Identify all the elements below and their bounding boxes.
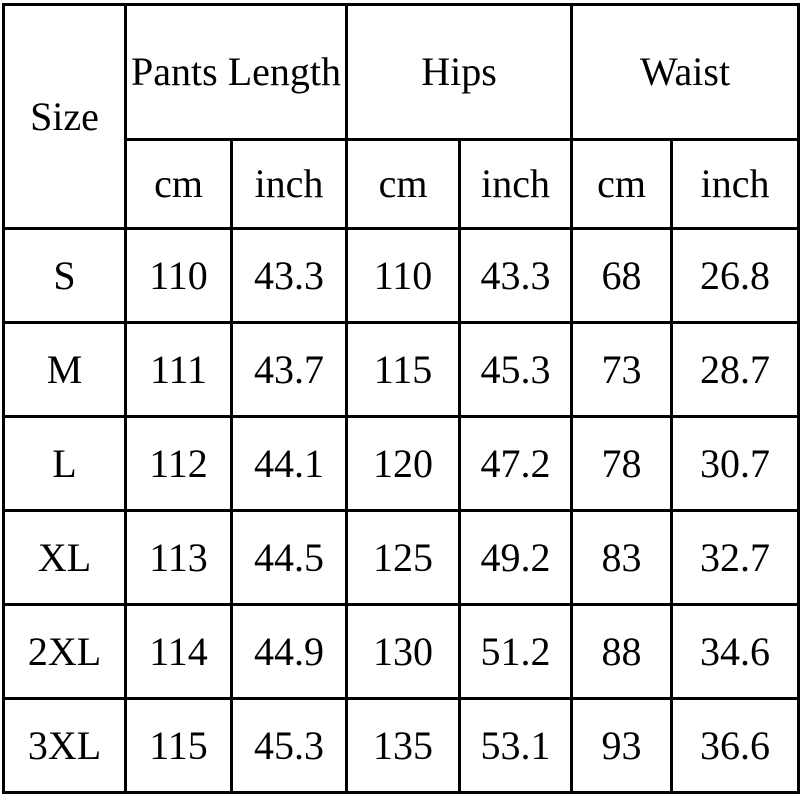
- value-cell: 36.6: [670, 696, 800, 795]
- value-cell: 44.1: [229, 414, 349, 512]
- value-cell: 44.9: [229, 602, 349, 700]
- value-cell: 28.7: [670, 320, 800, 418]
- value-cell: 110: [345, 226, 462, 324]
- subheader-waist-inch: inch: [670, 137, 800, 230]
- value-cell: 113: [124, 508, 233, 606]
- size-cell: 3XL: [2, 696, 127, 795]
- value-cell: 115: [124, 696, 233, 795]
- subheader-waist-cm: cm: [570, 137, 674, 230]
- size-cell: XL: [2, 508, 127, 606]
- value-cell: 44.5: [229, 508, 349, 606]
- value-cell: 34.6: [670, 602, 800, 700]
- header-waist: Waist: [570, 3, 800, 141]
- value-cell: 83: [570, 508, 674, 606]
- table-row-2xl: 2XL 114 44.9 130 51.2 88 34.6: [2, 602, 800, 700]
- value-cell: 135: [345, 696, 462, 795]
- header-hips: Hips: [345, 3, 574, 141]
- subheader-pants-length-cm: cm: [124, 137, 233, 230]
- subheader-hips-inch: inch: [458, 137, 574, 230]
- value-cell: 110: [124, 226, 233, 324]
- value-cell: 45.3: [229, 696, 349, 795]
- table-row-xl: XL 113 44.5 125 49.2 83 32.7: [2, 508, 800, 606]
- value-cell: 47.2: [458, 414, 574, 512]
- value-cell: 114: [124, 602, 233, 700]
- size-chart-table: Size Pants Length Hips Waist cm inch cm …: [2, 3, 800, 795]
- table-row-s: S 110 43.3 110 43.3 68 26.8: [2, 226, 800, 324]
- subheader-pants-length-inch: inch: [229, 137, 349, 230]
- size-cell: S: [2, 226, 127, 324]
- subheader-hips-cm: cm: [345, 137, 462, 230]
- value-cell: 93: [570, 696, 674, 795]
- value-cell: 26.8: [670, 226, 800, 324]
- size-cell: 2XL: [2, 602, 127, 700]
- value-cell: 32.7: [670, 508, 800, 606]
- header-unit-row: cm inch cm inch cm inch: [4, 137, 800, 230]
- value-cell: 78: [570, 414, 674, 512]
- value-cell: 112: [124, 414, 233, 512]
- header-pants-length: Pants Length: [123, 3, 349, 141]
- value-cell: 88: [570, 602, 674, 700]
- value-cell: 111: [124, 320, 233, 418]
- header-size: Size: [2, 3, 127, 230]
- value-cell: 115: [345, 320, 462, 418]
- value-cell: 49.2: [458, 508, 574, 606]
- table-row-l: L 112 44.1 120 47.2 78 30.7: [2, 414, 800, 512]
- value-cell: 43.7: [229, 320, 349, 418]
- value-cell: 68: [570, 226, 674, 324]
- table-row-m: M 111 43.7 115 45.3 73 28.7: [2, 320, 800, 418]
- value-cell: 45.3: [458, 320, 574, 418]
- value-cell: 43.3: [229, 226, 349, 324]
- value-cell: 43.3: [458, 226, 574, 324]
- value-cell: 73: [570, 320, 674, 418]
- value-cell: 53.1: [458, 696, 574, 795]
- value-cell: 30.7: [670, 414, 800, 512]
- header-group-row: Size Pants Length Hips Waist: [2, 3, 800, 230]
- value-cell: 125: [345, 508, 462, 606]
- value-cell: 130: [345, 602, 462, 700]
- size-cell: L: [2, 414, 127, 512]
- table-row-3xl: 3XL 115 45.3 135 53.1 93 36.6: [2, 696, 800, 795]
- value-cell: 51.2: [458, 602, 574, 700]
- size-cell: M: [2, 320, 127, 418]
- value-cell: 120: [345, 414, 462, 512]
